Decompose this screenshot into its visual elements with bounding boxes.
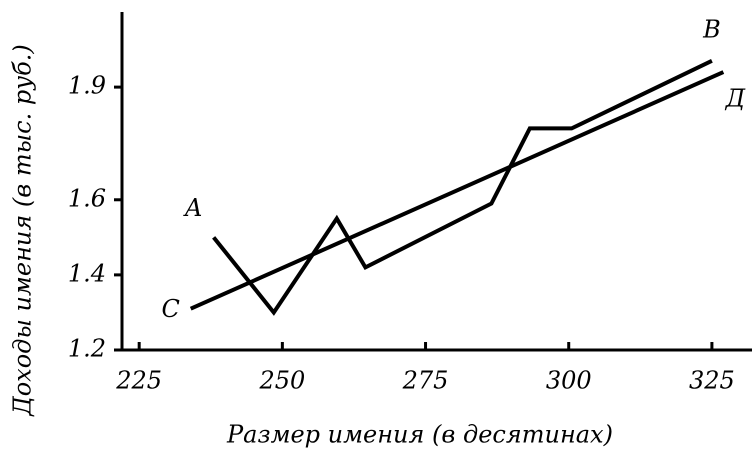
x-axis-title: Размер имения (в десятинах) — [226, 421, 613, 449]
x-tick-label: 250 — [258, 367, 305, 395]
y-tick-label: 1.2 — [68, 335, 106, 363]
x-tick-label: 275 — [402, 367, 449, 395]
line-end-label: Д — [725, 85, 746, 113]
x-tick-label: 225 — [115, 367, 162, 395]
y-axis-title: Доходы имения (в тыс. руб.) — [9, 44, 37, 417]
line-start-label: A — [183, 194, 202, 222]
y-tick-label: 1.6 — [68, 184, 106, 212]
line-end-label: B — [702, 15, 721, 43]
line-start-label: C — [162, 295, 180, 323]
x-tick-label: 300 — [546, 367, 592, 395]
line — [212, 59, 713, 316]
y-tick-label: 1.9 — [68, 72, 106, 100]
line — [189, 70, 725, 311]
x-tick-label: 325 — [689, 367, 735, 395]
y-tick-label: 1.4 — [68, 259, 106, 287]
